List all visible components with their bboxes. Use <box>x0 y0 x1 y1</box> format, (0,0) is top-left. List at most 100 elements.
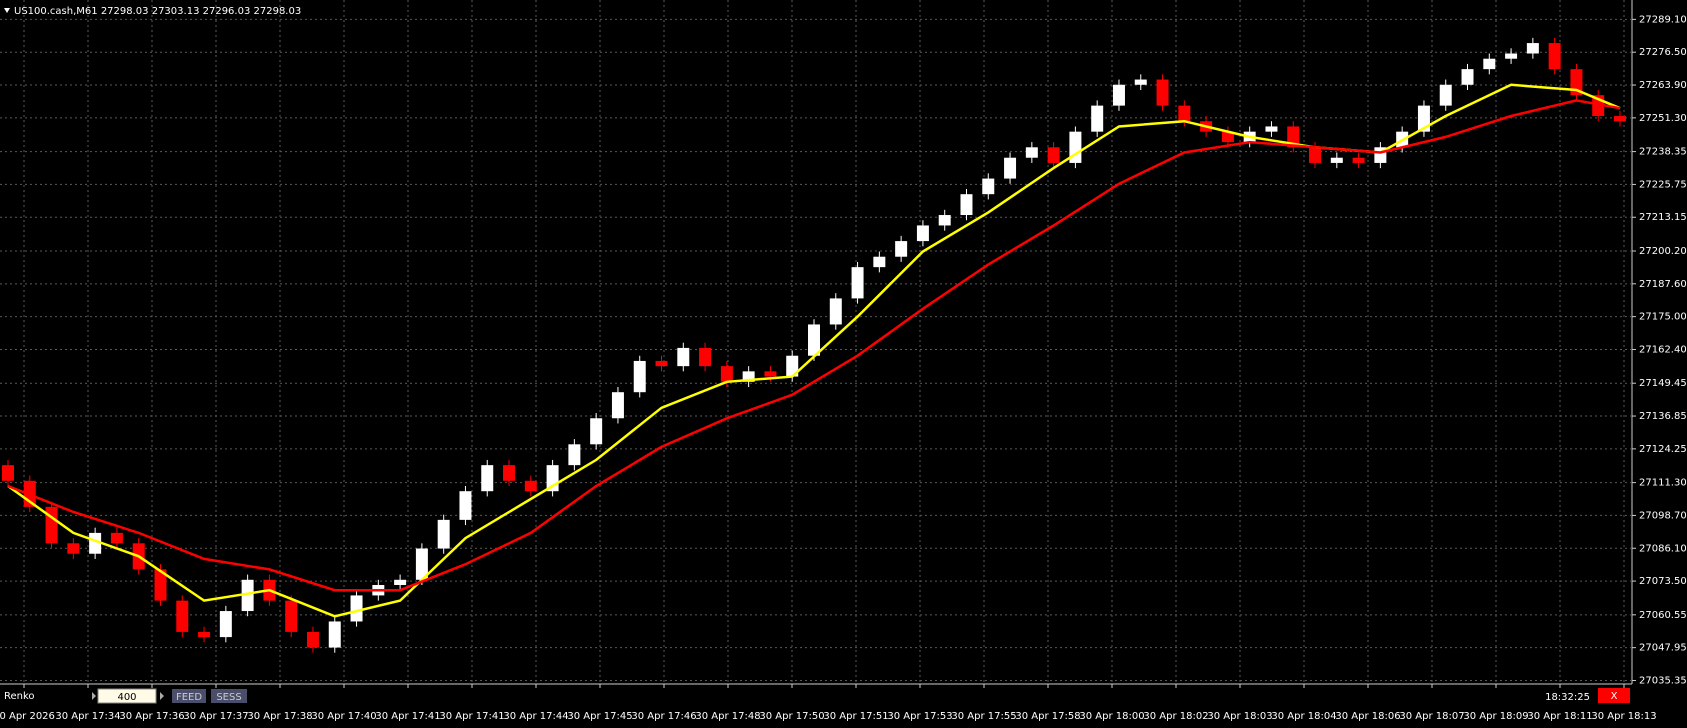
candle-body <box>45 506 58 544</box>
candle-body <box>1265 126 1278 132</box>
x-tick-label: 30 Apr 18:03 <box>1207 711 1272 722</box>
candle-body <box>219 611 232 638</box>
candle-body <box>198 631 211 638</box>
candle-body <box>1505 53 1518 59</box>
x-tick-label: 30 Apr 17:58 <box>1015 711 1080 722</box>
y-tick-label: 27149.45 <box>1639 378 1687 389</box>
candle-body <box>699 347 712 367</box>
candle-body <box>1178 105 1191 122</box>
x-tick-label: 30 Apr 17:45 <box>567 711 632 722</box>
x-tick-label: 30 Apr 17:53 <box>887 711 952 722</box>
candle-body <box>1374 147 1387 163</box>
x-tick-label: 30 Apr 17:44 <box>503 711 568 722</box>
candle-body <box>1309 147 1322 163</box>
x-tick-label: 30 Apr 18:02 <box>1143 711 1208 722</box>
input-value[interactable]: 400 <box>117 692 136 703</box>
menu-arrow[interactable] <box>4 8 10 13</box>
candle-body <box>764 371 777 377</box>
candle-body <box>154 569 167 601</box>
y-tick-label: 27213.15 <box>1639 212 1687 223</box>
input-box[interactable] <box>97 688 157 704</box>
y-tick-label: 27187.60 <box>1639 279 1687 290</box>
candle-body <box>1526 43 1539 54</box>
x-tick-label: 30 Apr 17:41 <box>439 711 504 722</box>
feed-label[interactable]: FEED <box>176 692 202 703</box>
x-tick-label: 30 Apr 17:40 <box>311 711 376 722</box>
candle-body <box>1287 126 1300 148</box>
y-tick-label: 27238.35 <box>1639 147 1687 158</box>
x-tick-label: 30 Apr 17:38 <box>247 711 312 722</box>
x-tick-label: 30 Apr 18:04 <box>1271 711 1336 722</box>
y-tick-label: 27060.55 <box>1639 610 1687 621</box>
x-tick-label: 30 Apr 17:48 <box>695 711 760 722</box>
candle-body <box>89 532 102 554</box>
candle-body <box>655 360 668 367</box>
toolbar <box>0 686 1632 706</box>
candle-body <box>1548 43 1561 70</box>
candle-body <box>1461 69 1474 85</box>
y-tick-label: 27162.40 <box>1639 344 1687 355</box>
y-tick-label: 27263.90 <box>1639 80 1687 91</box>
candle-body <box>720 366 733 382</box>
chart-type: Renko <box>4 691 35 702</box>
candle-body <box>241 579 254 612</box>
candle-body <box>982 178 995 195</box>
y-tick-label: 27175.00 <box>1639 312 1687 323</box>
candle-body <box>415 548 428 580</box>
arrow-left[interactable] <box>92 692 96 700</box>
y-tick-label: 27124.25 <box>1639 444 1687 455</box>
feed-button[interactable] <box>172 689 206 703</box>
candle-body <box>1134 79 1147 85</box>
candle-body <box>524 480 537 492</box>
candle-body <box>394 579 407 585</box>
y-tick-label: 27289.10 <box>1639 14 1687 25</box>
x-tick-label: 30 Apr 18:06 <box>1335 711 1400 722</box>
x-tick-label: 30 Apr 17:34 <box>55 711 120 722</box>
candle-body <box>611 392 624 419</box>
candle-body <box>1592 95 1605 117</box>
y-tick-label: 27086.10 <box>1639 543 1687 554</box>
x-tick-label: 30 Apr 17:46 <box>631 711 696 722</box>
candle-body <box>938 215 951 226</box>
candle-body <box>1614 116 1626 122</box>
sess-label[interactable]: SESS <box>216 692 241 703</box>
clock: 18:32:25 <box>1545 692 1590 703</box>
candle-body <box>1025 147 1038 158</box>
candle-body <box>546 465 559 492</box>
candle-body <box>1091 105 1104 132</box>
x-tick-label: 30 Apr 17:55 <box>951 711 1016 722</box>
close-label[interactable]: X <box>1611 691 1618 702</box>
candle-body <box>1439 84 1452 106</box>
candle-body <box>2 465 14 481</box>
x-tick-label: 30 Apr 17:50 <box>759 711 824 722</box>
candle-body <box>1156 79 1169 106</box>
y-tick-label: 27111.30 <box>1639 478 1687 489</box>
x-tick-label: 30 Apr 18:00 <box>1079 711 1144 722</box>
x-tick-label: 30 Apr 18:07 <box>1399 711 1464 722</box>
y-tick-label: 27098.70 <box>1639 510 1687 521</box>
candle-body <box>481 465 494 492</box>
candle-body <box>829 298 842 325</box>
candle-body <box>437 519 450 549</box>
candle-body <box>1069 131 1082 163</box>
candle-body <box>1352 157 1365 163</box>
y-tick-label: 27276.50 <box>1639 47 1687 58</box>
x-tick-label: 30 Apr 18:11 <box>1527 711 1592 722</box>
candle-body <box>459 491 472 520</box>
candle-body <box>1221 131 1234 143</box>
candle-body <box>1483 58 1496 70</box>
candle-body <box>633 360 646 393</box>
y-tick-label: 27136.85 <box>1639 411 1687 422</box>
close-button[interactable] <box>1598 688 1630 703</box>
sess-button[interactable] <box>211 689 247 703</box>
candle-body <box>851 267 864 299</box>
x-tick-label: 30 Apr 18:13 <box>1591 711 1656 722</box>
candle-body <box>1004 157 1017 179</box>
y-tick-label: 27225.75 <box>1639 179 1687 190</box>
arrow-right[interactable] <box>160 692 164 700</box>
candle-body <box>1570 69 1583 96</box>
candle-body <box>67 543 80 554</box>
candle-body <box>1047 147 1060 163</box>
y-tick-label: 27035.35 <box>1639 675 1687 686</box>
